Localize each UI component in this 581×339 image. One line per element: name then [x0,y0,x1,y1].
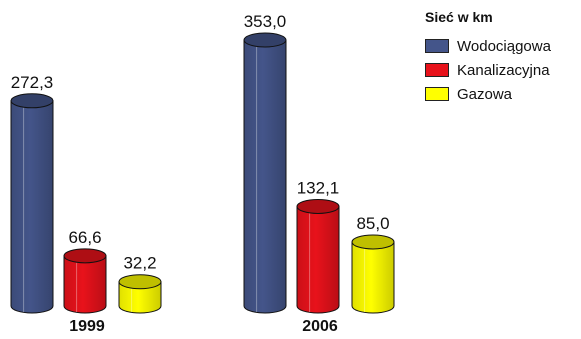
legend-title: Sieć w km [425,9,493,25]
legend-label: Kanalizacyjna [457,61,550,79]
bar-top [243,32,287,48]
bar-body [296,205,340,314]
legend-swatch [425,63,449,77]
category-label: 2006 [302,318,338,334]
bar-body [351,241,395,314]
data-label: 85,0 [356,214,389,233]
legend-swatch [425,87,449,101]
bar-body [63,255,107,314]
legend-label: Wodociągowa [457,37,551,55]
data-label: 272,3 [11,73,54,92]
bar-top [351,234,395,250]
bar-top [118,274,162,290]
bar-top [10,93,54,109]
data-label: 66,6 [68,228,101,247]
data-label: 32,2 [123,254,156,273]
bar-1999-2 [118,274,162,314]
bar-body [10,100,54,314]
legend-item-wodociagowa: Wodociągowa [425,34,581,58]
bar-body [243,39,287,314]
bar-1999-1 [63,248,107,314]
bar-2006-1 [296,198,340,314]
legend-item-kanalizacyjna: Kanalizacyjna [425,58,581,82]
bar-2006-2 [351,234,395,314]
legend-label: Gazowa [457,85,513,103]
legend-item-gazowa: Gazowa [425,82,581,106]
data-label: 353,0 [244,12,287,31]
bar-top [63,248,107,264]
legend: Sieć w km Wodociągowa Kanalizacyjna Gazo… [425,9,581,106]
data-label: 132,1 [297,178,340,197]
bar-1999-0 [10,93,54,314]
legend-swatch [425,39,449,53]
bar-2006-0 [243,32,287,314]
bar-top [296,198,340,214]
bar-body [118,281,162,314]
category-label: 1999 [69,318,105,334]
